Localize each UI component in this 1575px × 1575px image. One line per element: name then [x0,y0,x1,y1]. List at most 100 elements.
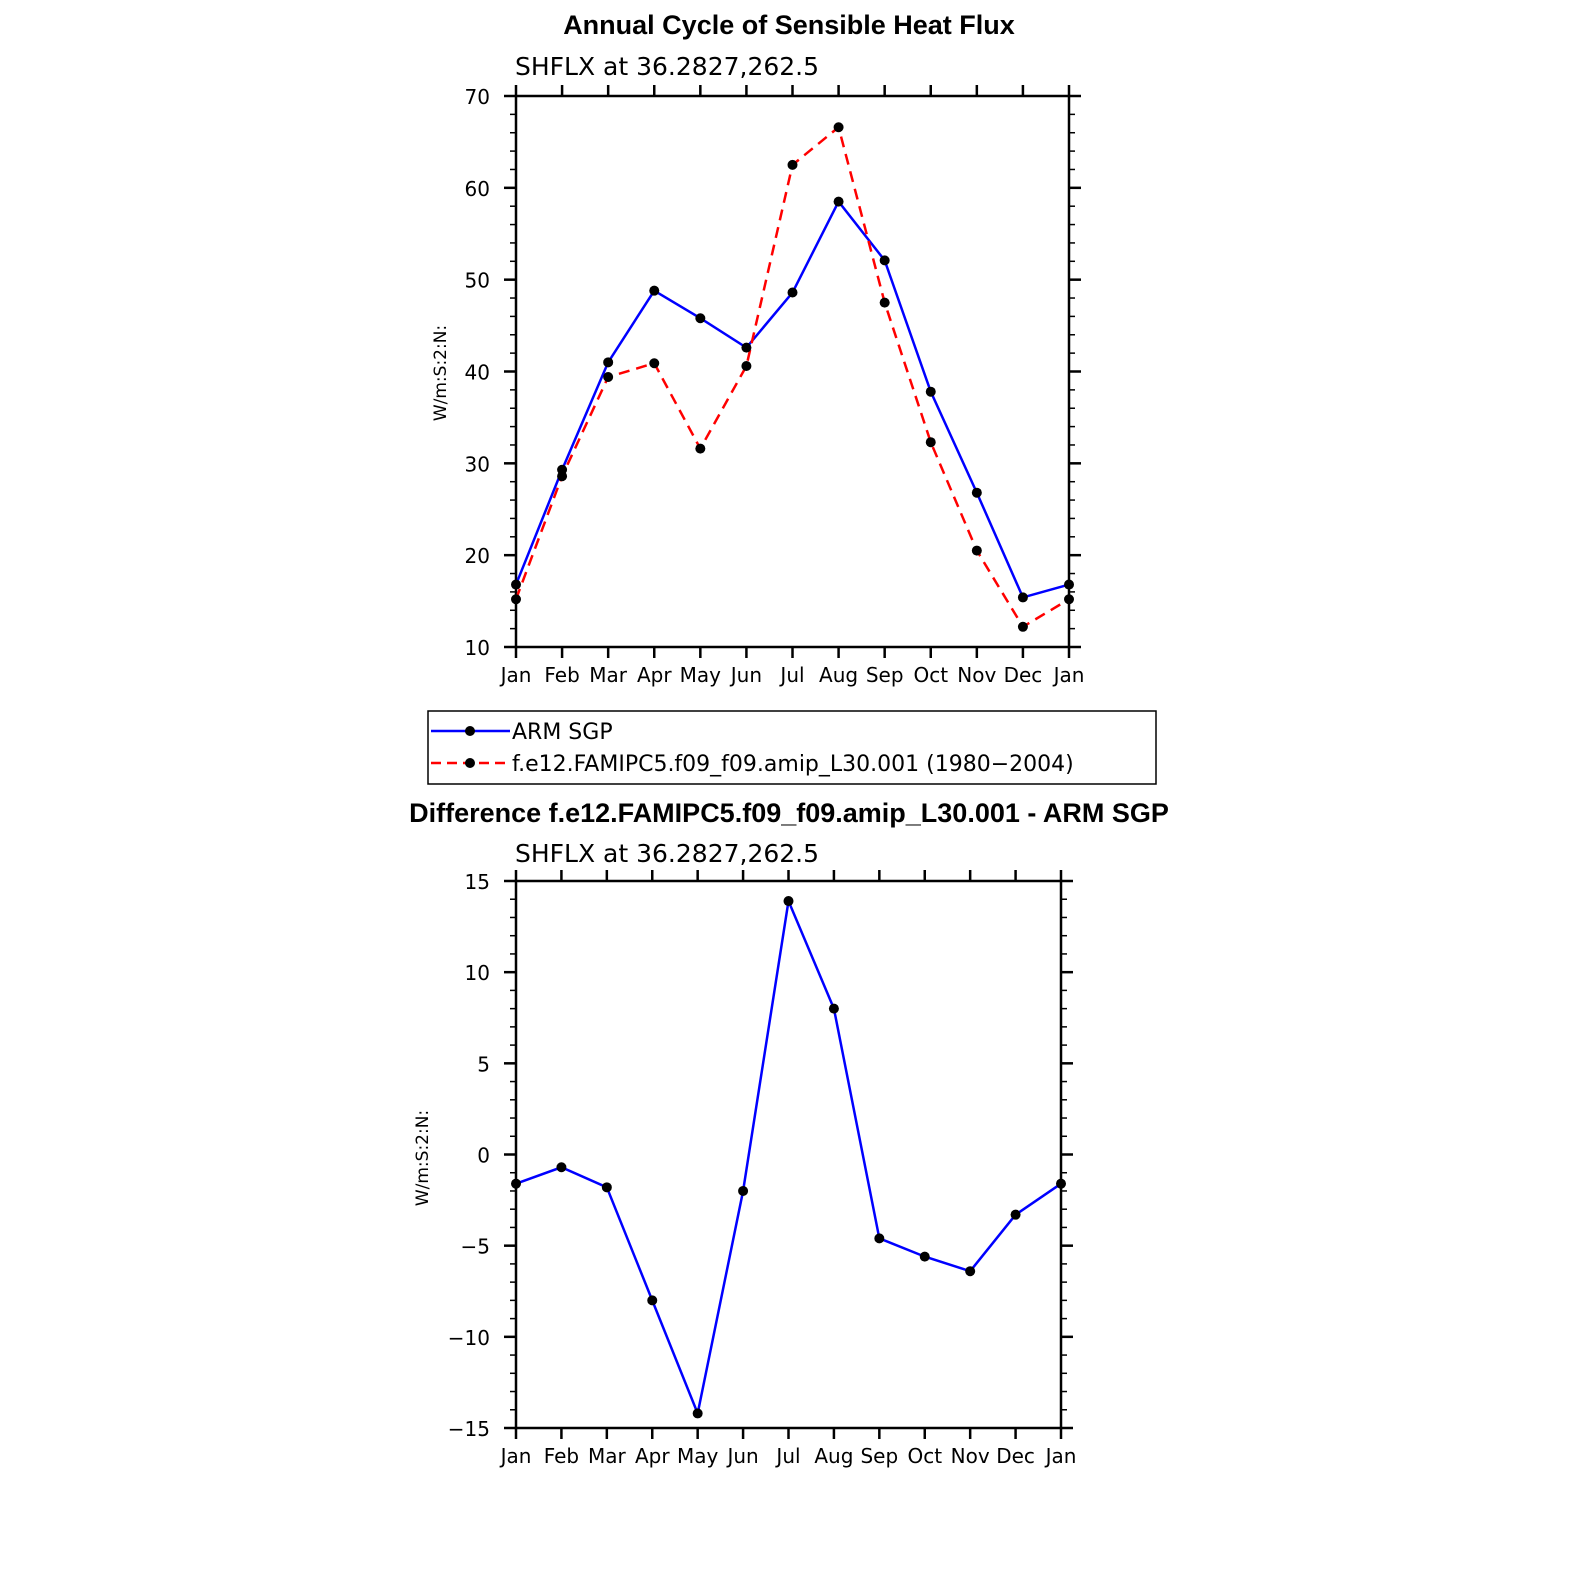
y-tick-label: 70 [465,85,490,109]
y-tick-label: 30 [465,452,490,476]
data-point [965,1266,976,1277]
data-point [601,1182,612,1193]
chart-title: Difference f.e12.FAMIPC5.f09_f09.amip_L3… [409,798,1169,828]
data-point [1056,1178,1066,1189]
data-point [787,287,798,298]
data-point [833,122,844,133]
data-point [879,255,890,266]
x-tick-label: Feb [544,1444,579,1468]
y-tick-label: 60 [465,177,490,201]
data-point [1064,594,1074,605]
axis-ticks [504,85,1081,658]
legend-marker-model [465,758,475,768]
x-tick-label: Mar [589,663,628,687]
data-point [971,487,982,498]
y-tick-labels: −15 −10 −5 0 5 10 15 [448,870,490,1441]
data-point [783,896,794,907]
x-tick-label: Jul [774,1444,800,1468]
y-tick-label: 10 [465,961,490,985]
chart-title: Annual Cycle of Sensible Heat Flux [563,10,1015,40]
y-tick-label: −10 [448,1326,490,1350]
x-tick-label: Mar [588,1444,627,1468]
legend-label-arm-sgp: ARM SGP [512,720,613,745]
series-group [511,122,1074,632]
data-point [511,579,521,590]
x-tick-label: Apr [637,663,672,687]
x-tick-label: Jan [499,1444,532,1468]
x-tick-label: Jul [778,663,804,687]
data-point [925,437,936,448]
y-tick-label: 50 [465,269,490,293]
data-point [879,297,890,308]
y-tick-label: 10 [465,636,490,660]
data-point [1064,579,1074,590]
data-point [971,545,982,556]
data-point [695,313,706,324]
y-tick-label: 20 [465,544,490,568]
data-point [925,386,936,397]
difference-panel: Difference f.e12.FAMIPC5.f09_f09.amip_L3… [409,798,1169,1468]
data-point [557,471,568,482]
data-point [603,357,614,368]
data-point [787,159,798,170]
data-point [1017,592,1028,603]
y-tick-label: 15 [465,870,490,894]
x-tick-label: Apr [635,1444,670,1468]
x-tick-label: Oct [913,663,948,687]
plot-frame [514,879,1063,1430]
x-tick-label: Jan [1052,663,1085,687]
data-point [649,285,660,296]
x-tick-label: Sep [860,1444,898,1468]
series-line-0 [515,896,1062,1418]
legend-marker-arm-sgp [465,726,475,736]
data-point [511,594,521,605]
y-tick-label: −15 [448,1417,490,1441]
y-tick-label: 5 [477,1052,490,1076]
x-tick-label: Feb [544,663,579,687]
data-point [919,1251,930,1262]
y-tick-labels: 10 20 30 40 50 60 70 [465,85,490,660]
x-tick-label: Dec [996,1444,1035,1468]
data-point [649,358,660,369]
x-tick-label: Nov [951,1444,990,1468]
y-tick-label: 40 [465,361,490,385]
annual-cycle-panel: Annual Cycle of Sensible Heat Flux SHFLX… [431,10,1084,687]
series-line-1 [514,125,1070,629]
data-point [1017,621,1028,632]
x-tick-label: Nov [957,663,996,687]
y-axis-label: W/m:S:2:N: [431,325,451,421]
x-tick-label: Jan [499,663,532,687]
axis-ticks [504,870,1073,1439]
data-point [556,1162,567,1173]
x-tick-label: Oct [907,1444,942,1468]
x-tick-label: Sep [866,663,904,687]
x-tick-label: Aug [814,1444,853,1468]
data-point [874,1233,885,1244]
x-tick-labels: Jan Feb Mar Apr May Jun Jul Aug Sep Oct Nov Dec Jan [499,1444,1077,1468]
x-tick-label: Jan [1044,1444,1077,1468]
x-tick-label: May [677,1444,719,1468]
data-point [741,342,752,353]
x-tick-label: May [680,663,722,687]
data-point [511,1178,521,1189]
legend-box [427,710,1157,785]
data-point [647,1295,658,1306]
x-tick-label: Dec [1004,663,1043,687]
legend: ARM SGP f.e12.FAMIPC5.f09_f09.amip_L30.0… [427,710,1157,785]
data-point [833,196,844,207]
series-group [511,896,1066,1419]
data-point [1010,1209,1021,1220]
x-tick-label: Jun [725,1444,758,1468]
y-tick-label: −5 [461,1235,490,1259]
data-point [738,1185,749,1196]
legend-label-model: f.e12.FAMIPC5.f09_f09.amip_L30.001 (1980… [512,752,1074,777]
data-point [692,1408,703,1419]
data-point [741,360,752,371]
y-tick-label: 0 [477,1144,490,1168]
chart-subtitle: SHFLX at 36.2827,262.5 [515,839,819,868]
data-point [828,1003,839,1014]
data-point [603,372,614,383]
x-tick-label: Aug [819,663,858,687]
x-tick-labels: Jan Feb Mar Apr May Jun Jul Aug Sep Oct Nov Dec Jan [499,663,1085,687]
